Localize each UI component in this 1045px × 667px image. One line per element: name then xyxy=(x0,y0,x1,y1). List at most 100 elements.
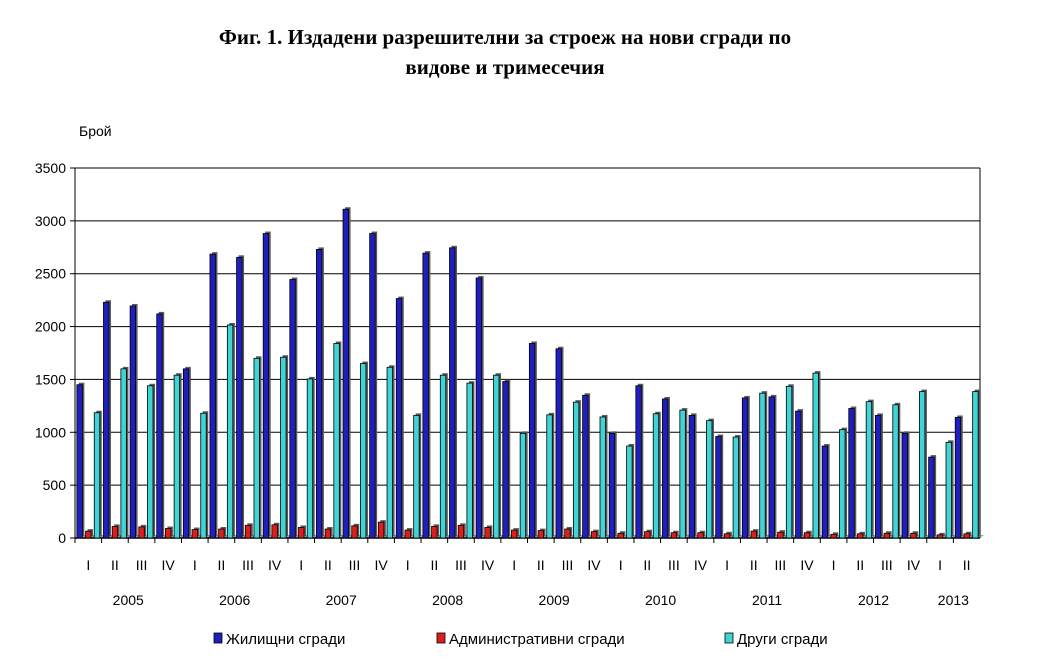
bar-other xyxy=(466,382,473,539)
x-tick-label: II xyxy=(643,557,651,573)
x-tick-label: II xyxy=(963,557,971,573)
year-label: 2008 xyxy=(432,592,463,608)
year-label: 2011 xyxy=(752,592,782,608)
bar-administrative xyxy=(857,533,864,539)
bar-administrative xyxy=(617,532,624,539)
bar-administrative xyxy=(85,530,92,539)
bar-administrative xyxy=(244,524,252,539)
bar-other xyxy=(546,414,553,539)
bar-administrative xyxy=(910,532,917,539)
bar-residential xyxy=(821,445,829,539)
bar-residential xyxy=(901,432,908,539)
x-tick-label: I xyxy=(406,557,410,573)
legend-swatch xyxy=(213,632,223,644)
legend: Жилищни сгради Административни сгради Друг… xyxy=(213,631,828,648)
bar-residential xyxy=(262,233,270,539)
bar-other xyxy=(839,429,846,539)
x-tick-label: II xyxy=(324,557,332,573)
y-tick-label: 2000 xyxy=(35,319,66,335)
bar-other xyxy=(679,409,686,539)
y-tick-label: 2500 xyxy=(35,266,66,282)
legend-item-residential: Жилищни сгради xyxy=(213,631,345,648)
y-axis-label: Брой xyxy=(79,123,112,139)
x-tick-label: I xyxy=(299,557,303,573)
bar-other xyxy=(173,374,181,539)
bar-administrative xyxy=(271,524,278,539)
x-tick-label: III xyxy=(881,557,893,573)
bar-administrative xyxy=(644,531,651,539)
chart-title-line-1: Фиг. 1. Издадени разрешителни за строеж … xyxy=(218,25,792,49)
bar-administrative xyxy=(590,531,598,539)
bar-residential xyxy=(688,414,695,539)
bar-other xyxy=(626,445,633,539)
bar-other xyxy=(706,420,713,539)
bar-residential xyxy=(209,253,216,539)
x-tick-label: II xyxy=(537,557,545,573)
legend-swatch xyxy=(436,632,446,644)
x-tick-label: II xyxy=(218,557,226,573)
x-tick-label: I xyxy=(86,557,90,573)
year-label: 2006 xyxy=(219,592,250,608)
y-tick-label: 1500 xyxy=(35,371,66,387)
bar-residential xyxy=(342,208,349,539)
x-tick-label: II xyxy=(750,557,758,573)
bar-other xyxy=(945,441,952,539)
bar-residential xyxy=(76,384,83,539)
y-tick-label: 1000 xyxy=(35,424,66,440)
bar-administrative xyxy=(191,529,198,539)
legend-label: Жилищни сгради xyxy=(226,631,345,648)
bar-residential xyxy=(316,248,323,539)
legend-swatch xyxy=(724,632,734,644)
bar-administrative xyxy=(138,526,145,539)
x-tick-label: IV xyxy=(907,557,921,573)
x-tick-label: IV xyxy=(268,557,282,573)
x-tick-label: I xyxy=(938,557,942,573)
year-label: 2007 xyxy=(326,592,357,608)
bar-administrative xyxy=(803,532,811,539)
bar-other xyxy=(493,374,500,539)
bar-residential xyxy=(741,397,749,539)
bar-residential xyxy=(422,252,429,539)
bar-residential xyxy=(289,279,296,539)
bar-residential xyxy=(103,301,110,539)
bar-residential xyxy=(715,436,722,539)
bar-other xyxy=(280,356,287,539)
bar-other xyxy=(120,368,127,539)
bar-shadow xyxy=(939,532,945,536)
x-tick-label: II xyxy=(430,557,438,573)
bar-other xyxy=(147,385,154,539)
bar-residential xyxy=(528,343,536,539)
x-tick-label: I xyxy=(832,557,836,573)
bar-administrative xyxy=(750,530,757,539)
x-tick-label: I xyxy=(512,557,516,573)
legend-label: Административни сгради xyxy=(449,631,625,648)
bar-administrative xyxy=(723,533,731,539)
bar-other xyxy=(919,391,926,539)
bar-residential xyxy=(475,277,483,539)
bar-residential xyxy=(848,408,855,539)
bar-administrative xyxy=(936,534,944,539)
bar-residential xyxy=(608,432,616,539)
x-tick-label: III xyxy=(775,557,787,573)
bar-residential xyxy=(928,456,935,539)
bar-other xyxy=(652,413,660,539)
bar-other xyxy=(253,357,260,539)
x-tick-label: III xyxy=(668,557,680,573)
y-tick-label: 3000 xyxy=(35,213,66,229)
legend-item-administrative: Административни сгради xyxy=(436,631,625,648)
bar-administrative xyxy=(324,528,332,539)
x-tick-label: III xyxy=(349,557,361,573)
bar-administrative xyxy=(377,521,385,539)
chart-title: Фиг. 1. Издадени разрешителни за строеж … xyxy=(0,22,1010,82)
legend-item-other: Други сгради xyxy=(724,631,828,648)
bar-other xyxy=(519,432,527,539)
bar-administrative xyxy=(564,528,571,539)
x-tick-label: III xyxy=(562,557,574,573)
bar-administrative xyxy=(537,530,544,539)
y-tick-label: 500 xyxy=(43,477,67,493)
x-tick-label: I xyxy=(619,557,623,573)
bar-administrative xyxy=(963,533,970,539)
bar-administrative xyxy=(883,532,890,539)
